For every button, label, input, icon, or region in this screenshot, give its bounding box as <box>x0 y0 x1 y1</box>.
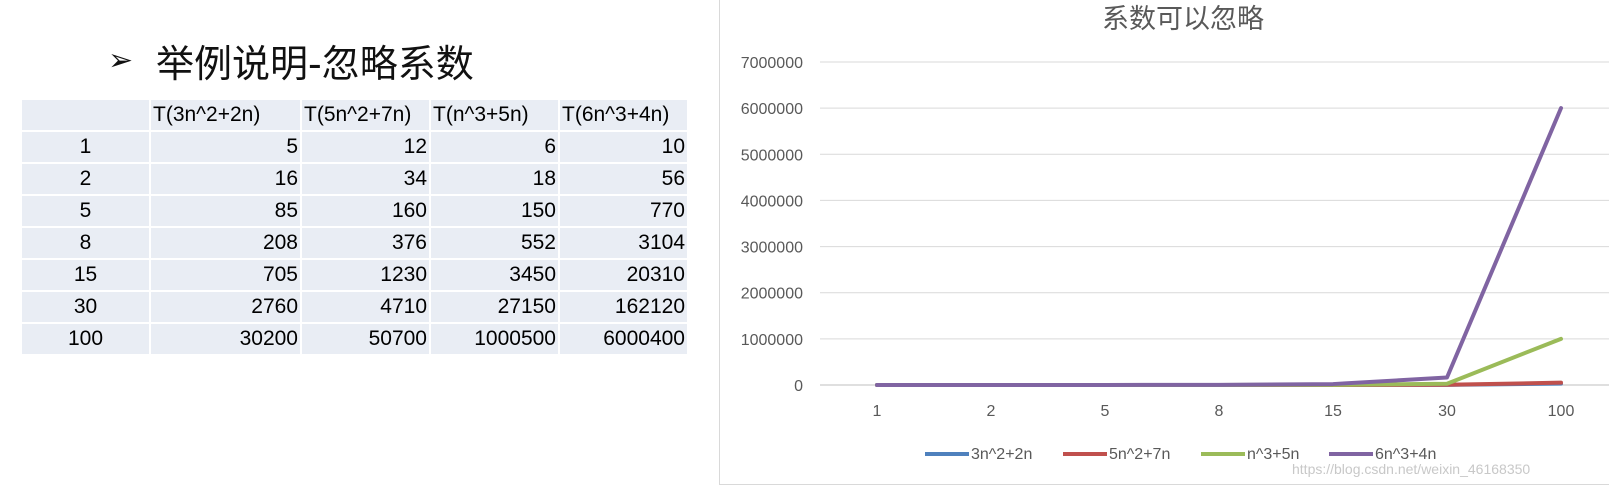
value-cell: 18 <box>431 164 558 196</box>
header-cell: T(n^3+5n) <box>431 100 558 132</box>
watermark-text: https://blog.csdn.net/weixin_46168350 <box>1292 461 1531 477</box>
y-tick-label: 6000000 <box>741 101 803 118</box>
value-cell: 50700 <box>302 324 429 356</box>
header-cell: T(6n^3+4n) <box>560 100 687 132</box>
chart-title: 系数可以忽略 <box>1102 4 1264 35</box>
value-cell: 770 <box>560 196 687 228</box>
header-cell: T(3n^2+2n) <box>151 100 300 132</box>
value-cell: 20310 <box>560 260 687 292</box>
row-n-cell: 8 <box>22 228 149 260</box>
row-n-cell: 15 <box>22 260 149 292</box>
table-row: 100 30200 50700 1000500 6000400 <box>22 324 687 356</box>
value-cell: 162120 <box>560 292 687 324</box>
slide-heading: ➢ 举例说明-忽略系数 <box>108 34 474 86</box>
row-n-cell: 1 <box>22 132 149 164</box>
value-cell: 376 <box>302 228 429 260</box>
series-line <box>875 106 1563 387</box>
value-cell: 208 <box>151 228 300 260</box>
value-cell: 1230 <box>302 260 429 292</box>
legend-label: 3n^2+2n <box>971 446 1032 463</box>
y-tick-label: 0 <box>794 378 803 395</box>
table-row: 8 208 376 552 3104 <box>22 228 687 260</box>
value-cell: 30200 <box>151 324 300 356</box>
value-cell: 6000400 <box>560 324 687 356</box>
value-cell: 85 <box>151 196 300 228</box>
value-cell: 34 <box>302 164 429 196</box>
value-cell: 552 <box>431 228 558 260</box>
table-row: 5 85 160 150 770 <box>22 196 687 228</box>
row-n-cell: 100 <box>22 324 149 356</box>
x-tick-label: 100 <box>1548 403 1575 420</box>
value-cell: 10 <box>560 132 687 164</box>
data-table: T(3n^2+2n) T(5n^2+7n) T(n^3+5n) T(6n^3+4… <box>20 100 689 356</box>
value-cell: 27150 <box>431 292 558 324</box>
value-cell: 705 <box>151 260 300 292</box>
header-cell: T(5n^2+7n) <box>302 100 429 132</box>
value-cell: 12 <box>302 132 429 164</box>
chart-frame <box>719 0 1609 485</box>
x-tick-label: 2 <box>987 403 996 420</box>
heading-text: 举例说明-忽略系数 <box>156 41 474 86</box>
table-row: 1 5 12 6 10 <box>22 132 687 164</box>
table-row: 2 16 34 18 56 <box>22 164 687 196</box>
y-tick-label: 1000000 <box>741 332 803 349</box>
legend-label: 6n^3+4n <box>1375 446 1436 463</box>
value-cell: 160 <box>302 196 429 228</box>
y-tick-label: 5000000 <box>741 147 803 164</box>
legend-label: n^3+5n <box>1247 446 1299 463</box>
y-tick-label: 2000000 <box>741 286 803 303</box>
value-cell: 1000500 <box>431 324 558 356</box>
y-tick-label: 3000000 <box>741 240 803 257</box>
y-tick-label: 7000000 <box>741 55 803 72</box>
x-tick-label: 5 <box>1101 403 1110 420</box>
table-header-row: T(3n^2+2n) T(5n^2+7n) T(n^3+5n) T(6n^3+4… <box>22 100 687 132</box>
row-n-cell: 2 <box>22 164 149 196</box>
value-cell: 56 <box>560 164 687 196</box>
row-n-cell: 30 <box>22 292 149 324</box>
x-tick-label: 15 <box>1324 403 1342 420</box>
table-row: 15 705 1230 3450 20310 <box>22 260 687 292</box>
table-row: 30 2760 4710 27150 162120 <box>22 292 687 324</box>
header-cell <box>22 100 149 132</box>
value-cell: 3104 <box>560 228 687 260</box>
y-tick-label: 4000000 <box>741 193 803 210</box>
row-n-cell: 5 <box>22 196 149 228</box>
arrow-bullet-icon: ➢ <box>108 42 134 78</box>
x-tick-label: 30 <box>1438 403 1456 420</box>
value-cell: 16 <box>151 164 300 196</box>
value-cell: 6 <box>431 132 558 164</box>
x-tick-label: 1 <box>873 403 882 420</box>
value-cell: 3450 <box>431 260 558 292</box>
value-cell: 5 <box>151 132 300 164</box>
value-cell: 4710 <box>302 292 429 324</box>
x-tick-label: 8 <box>1215 403 1224 420</box>
value-cell: 150 <box>431 196 558 228</box>
value-cell: 2760 <box>151 292 300 324</box>
legend-label: 5n^2+7n <box>1109 446 1170 463</box>
